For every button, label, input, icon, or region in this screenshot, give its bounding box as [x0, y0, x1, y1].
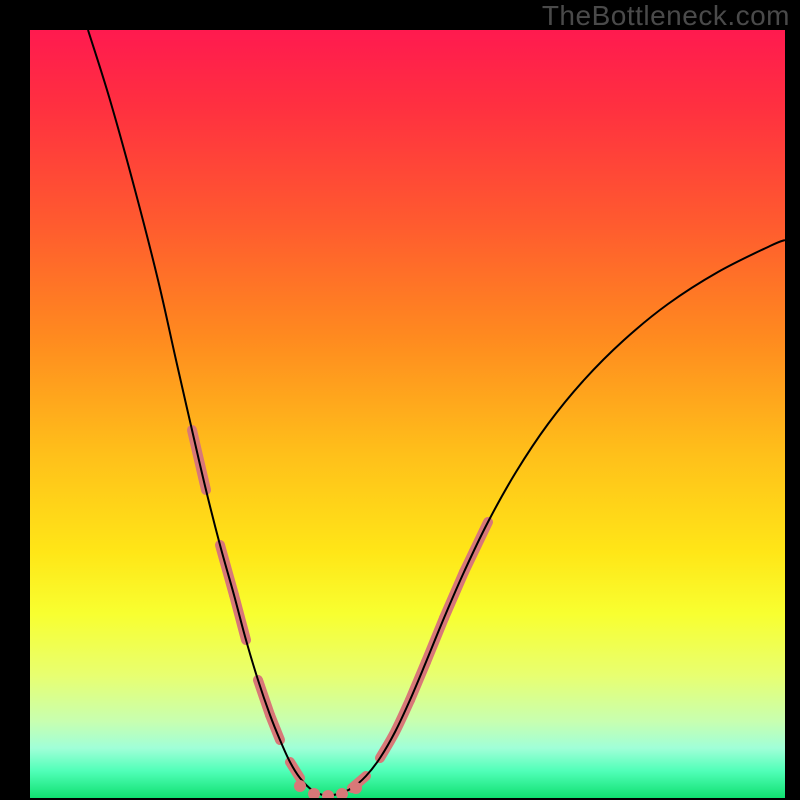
- plot-area: [30, 30, 785, 800]
- bottom-node-dot: [294, 780, 306, 792]
- bottleneck-chart: [0, 0, 800, 800]
- gradient-background: [30, 30, 785, 798]
- chart-stage: TheBottleneck.com: [0, 0, 800, 800]
- bottom-node-dot: [350, 782, 362, 794]
